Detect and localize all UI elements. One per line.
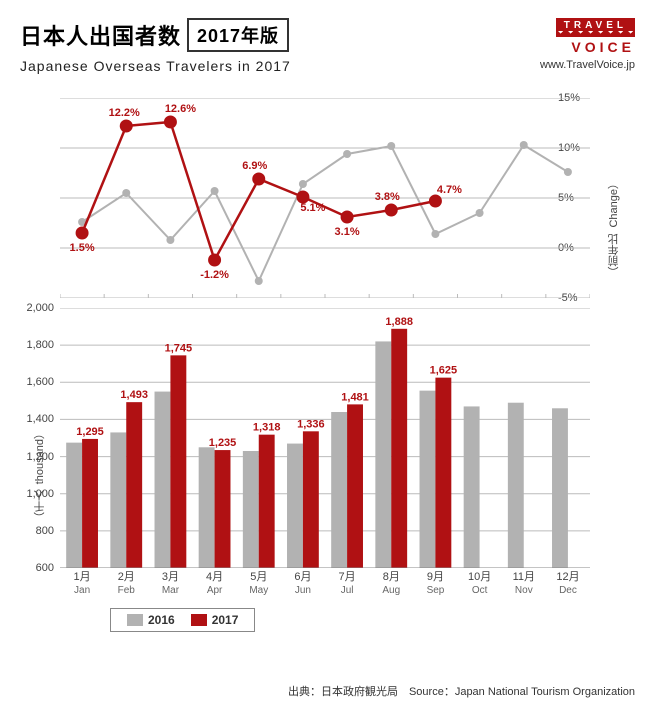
- swatch-2016: [127, 614, 143, 626]
- logo-top: TRAVEL: [556, 18, 635, 31]
- svg-text:1,336: 1,336: [297, 418, 325, 430]
- svg-text:12.2%: 12.2%: [109, 107, 140, 119]
- bar-chart: 1,295 1,493 1,745 1,235 1,318 1,336 1,481 1,888…: [60, 308, 590, 568]
- x-label: 4月Apr: [193, 570, 237, 597]
- x-label: 11月Nov: [502, 570, 546, 597]
- svg-text:6.9%: 6.9%: [242, 160, 267, 172]
- svg-text:1,318: 1,318: [253, 422, 281, 434]
- svg-text:3.1%: 3.1%: [335, 226, 360, 238]
- x-label: 7月Jul: [325, 570, 369, 597]
- legend: 2016 2017: [110, 608, 255, 632]
- logo-url: www.TravelVoice.jp: [540, 59, 635, 71]
- x-label: 2月Feb: [104, 570, 148, 597]
- header: 日本人出国者数 2017年版 Japanese Overseas Travele…: [20, 18, 635, 74]
- svg-text:3.8%: 3.8%: [375, 191, 400, 203]
- bar-y-axis: 6008001,0001,2001,4001,6001,8002,000: [20, 308, 58, 568]
- x-label: 5月May: [237, 570, 281, 597]
- svg-text:1,625: 1,625: [430, 365, 458, 377]
- legend-2017: 2017: [191, 613, 239, 627]
- title-block: 日本人出国者数 2017年版 Japanese Overseas Travele…: [20, 18, 291, 74]
- x-label: 8月Aug: [369, 570, 413, 597]
- x-label: 9月Sep: [413, 570, 457, 597]
- svg-text:-1.2%: -1.2%: [200, 269, 229, 281]
- line-y-label: （前年比 Change）: [606, 178, 622, 278]
- source-text: 出典：日本政府観光局 Source：Japan National Tourism…: [288, 683, 635, 699]
- swatch-2017: [191, 614, 207, 626]
- x-axis: 1月Jan2月Feb3月Mar4月Apr5月May6月Jun7月Jul8月Aug…: [60, 570, 590, 597]
- line-chart: 1.5% 12.2% 12.6% -1.2% 6.9% 5.1% 3.1% 3.8% 4.7%: [60, 98, 590, 298]
- svg-text:1,295: 1,295: [76, 426, 104, 438]
- subtitle-en: Japanese Overseas Travelers in 2017: [20, 58, 291, 74]
- svg-text:12.6%: 12.6%: [165, 103, 196, 115]
- x-label: 10月Oct: [458, 570, 502, 597]
- x-label: 1月Jan: [60, 570, 104, 597]
- legend-2016: 2016: [127, 613, 175, 627]
- x-label: 6月Jun: [281, 570, 325, 597]
- svg-text:5.1%: 5.1%: [300, 202, 325, 214]
- x-label: 12月Dec: [546, 570, 590, 597]
- svg-text:1.5%: 1.5%: [70, 242, 95, 254]
- svg-text:1,481: 1,481: [341, 391, 369, 403]
- svg-text:4.7%: 4.7%: [437, 184, 462, 196]
- x-label: 3月Mar: [148, 570, 192, 597]
- svg-text:1,235: 1,235: [209, 437, 237, 449]
- svg-text:1,493: 1,493: [120, 389, 148, 401]
- logo: TRAVEL VOICE www.TravelVoice.jp: [540, 18, 635, 71]
- svg-text:1,745: 1,745: [165, 342, 193, 354]
- title-year-box: 2017年版: [187, 18, 289, 52]
- page-title: 日本人出国者数 2017年版: [20, 18, 291, 52]
- chart-area: （千人 thousand） （前年比 Change） 6008001,0001,…: [20, 98, 630, 638]
- svg-text:1,888: 1,888: [385, 316, 413, 328]
- title-jp: 日本人出国者数: [20, 19, 181, 51]
